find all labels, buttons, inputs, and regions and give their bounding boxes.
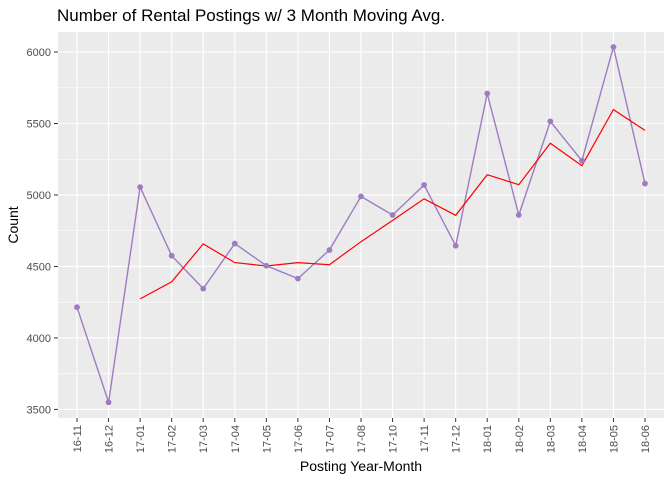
x-tick-label: 17-11 <box>419 425 431 452</box>
x-tick-label: 18-05 <box>608 425 620 453</box>
y-tick-label: 4500 <box>27 261 51 273</box>
moving-average-line <box>139 108 646 300</box>
x-tick-label: 17-07 <box>324 425 336 453</box>
data-point <box>358 193 364 200</box>
x-tick-label: 17-08 <box>356 425 368 453</box>
data-point <box>421 182 428 188</box>
y-axis-title: Count <box>5 206 21 243</box>
x-tick-label: 18-04 <box>577 425 589 453</box>
data-point <box>642 180 648 187</box>
x-tick-label: 17-06 <box>293 425 305 453</box>
x-tick-label: 17-01 <box>135 425 147 453</box>
x-axis-title: Posting Year-Month <box>300 458 422 474</box>
x-tick-label: 17-05 <box>261 425 273 453</box>
major-gridlines <box>58 32 664 418</box>
x-tick-label: 17-04 <box>230 425 242 453</box>
x-tick-label: 17-03 <box>198 425 210 453</box>
data-point <box>263 262 270 269</box>
data-point <box>168 252 175 259</box>
x-axis: 16-11 16-12 17-01 17-02 17-03 17-04 17-05 17-06… <box>72 418 652 453</box>
y-tick-label: 4000 <box>27 333 51 345</box>
y-tick-label: 5500 <box>27 118 51 130</box>
y-tick-label: 6000 <box>27 47 51 59</box>
data-point <box>200 285 207 292</box>
x-tick-label: 18-01 <box>482 425 494 453</box>
data-point <box>105 399 112 406</box>
data-point <box>452 242 459 249</box>
y-tick-label: 3500 <box>27 404 51 416</box>
y-tick-label: 5000 <box>27 190 51 202</box>
data-point <box>231 240 238 247</box>
data-point <box>515 212 522 218</box>
data-point <box>137 184 144 191</box>
x-tick-label: 18-02 <box>514 425 526 453</box>
data-point <box>389 212 396 218</box>
x-tick-label: 16-12 <box>104 425 116 453</box>
data-point <box>74 304 80 311</box>
x-tick-label: 18-03 <box>545 425 557 453</box>
data-point <box>547 118 554 125</box>
series-layer <box>74 44 648 406</box>
chart-title: Number of Rental Postings w/ 3 Month Mov… <box>57 6 445 25</box>
x-tick-label: 17-10 <box>388 425 400 453</box>
x-tick-label: 18-06 <box>640 425 652 453</box>
y-axis: 3500 4000 4500 5000 5500 6000 <box>27 47 58 416</box>
x-tick-label: 16-11 <box>72 425 84 452</box>
x-tick-label: 17-02 <box>167 425 179 453</box>
x-tick-label: 17-12 <box>451 425 463 453</box>
data-point <box>578 157 585 164</box>
data-point <box>484 90 491 97</box>
data-point <box>610 44 617 50</box>
data-point <box>294 275 301 282</box>
data-point <box>326 247 333 253</box>
